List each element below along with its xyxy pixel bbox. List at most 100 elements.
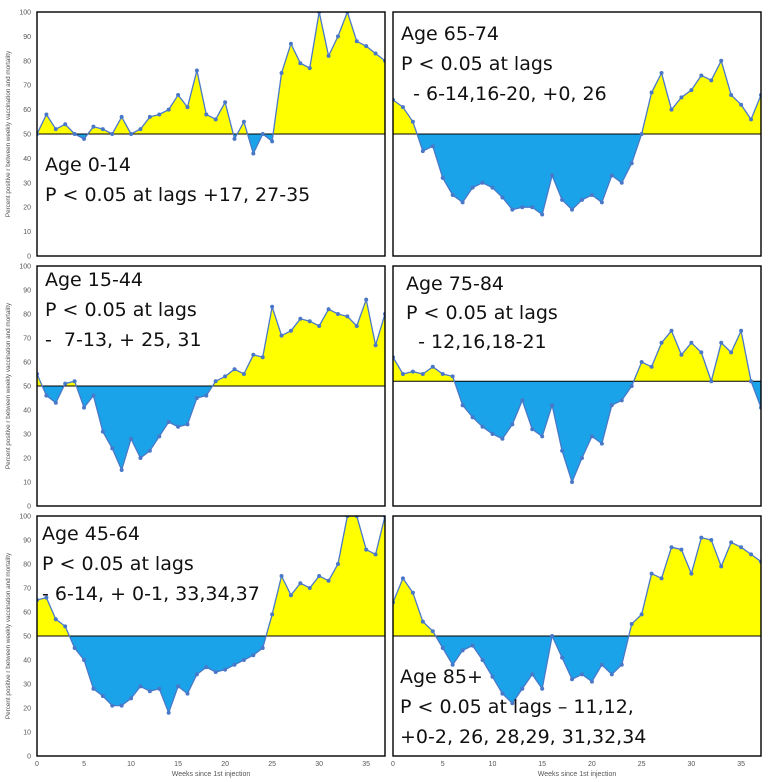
data-point xyxy=(540,212,545,217)
y-tick-label: 40 xyxy=(23,408,31,415)
data-point xyxy=(364,297,369,302)
data-point xyxy=(430,144,435,149)
data-point xyxy=(560,197,565,202)
data-point xyxy=(138,127,143,132)
data-point xyxy=(420,372,425,376)
data-point xyxy=(579,197,584,202)
y-tick-label: 30 xyxy=(23,682,31,689)
x-tick-label: 25 xyxy=(638,761,646,768)
data-point xyxy=(298,61,303,66)
data-point xyxy=(540,686,545,691)
data-point xyxy=(500,436,505,441)
data-point xyxy=(373,51,378,56)
data-point xyxy=(560,655,565,660)
x-tick-label: 10 xyxy=(489,761,497,768)
data-point xyxy=(82,136,87,141)
panel-age-15-44: 0 10 20 30 40 50 60 70 80 90 100 Percent positive r… xyxy=(5,264,386,511)
y-tick-label: 40 xyxy=(23,156,31,163)
data-point xyxy=(176,92,181,97)
data-point xyxy=(213,117,218,122)
data-point xyxy=(649,571,654,576)
data-point xyxy=(659,576,664,581)
data-point xyxy=(719,340,724,345)
positive-area xyxy=(37,299,385,386)
x-tick-label: 10 xyxy=(127,761,135,768)
data-point xyxy=(373,343,378,348)
positive-area xyxy=(393,537,761,636)
data-point xyxy=(335,562,340,566)
data-point xyxy=(659,340,664,345)
data-point xyxy=(540,434,545,439)
annotation: Age 15-44 P < 0.05 at lags - 7-13, + 25, 3… xyxy=(45,269,202,351)
data-point xyxy=(599,200,604,205)
data-point xyxy=(270,304,275,309)
x-tick-label: 0 xyxy=(391,761,395,768)
data-point xyxy=(307,586,312,590)
data-point xyxy=(53,400,58,405)
y-tick-label: 10 xyxy=(23,229,31,236)
data-point xyxy=(450,193,455,197)
data-point xyxy=(609,403,614,408)
data-point xyxy=(326,53,331,58)
data-point xyxy=(510,207,515,212)
data-point xyxy=(699,350,704,355)
data-point xyxy=(288,41,293,46)
data-point xyxy=(619,398,624,403)
data-point xyxy=(129,696,134,701)
data-point xyxy=(166,710,171,715)
annotation-text: - 7-13, + 25, 31 xyxy=(45,329,202,351)
data-point xyxy=(91,686,96,691)
data-point xyxy=(326,307,331,312)
y-axis-label: Percent positive r between weekly vaccin… xyxy=(5,552,12,719)
data-point xyxy=(570,677,575,682)
data-point xyxy=(400,576,405,581)
annotation-age-group: Age 15-44 xyxy=(45,269,143,291)
data-point xyxy=(185,105,190,110)
data-point xyxy=(223,100,228,105)
data-point xyxy=(749,552,754,557)
negative-area xyxy=(37,636,385,713)
panel-frame xyxy=(36,515,386,757)
y-tick-label: 20 xyxy=(23,456,31,463)
data-point xyxy=(480,180,485,185)
data-point xyxy=(260,646,265,650)
y-tick-label: 100 xyxy=(19,10,31,17)
annotation-text: - 6-14,16-20, +0, 26 xyxy=(401,83,607,105)
data-point xyxy=(609,672,614,677)
data-point xyxy=(649,90,654,95)
annotation-text: - 12,16,18-21 xyxy=(406,331,547,353)
annotation-text: +0-2, 26, 28,29, 31,32,34 xyxy=(400,726,646,748)
x-tick-label: 35 xyxy=(737,761,745,768)
data-point xyxy=(204,665,209,670)
y-tick-label: 0 xyxy=(27,504,31,511)
negative-area xyxy=(393,636,761,704)
data-point xyxy=(410,119,415,124)
data-point xyxy=(440,175,445,180)
data-point xyxy=(749,117,754,122)
data-point xyxy=(335,34,340,39)
panel-age-65-74: Age 65-74 P < 0.05 at lags - 6-14,16-20, … xyxy=(392,11,762,257)
data-point xyxy=(185,691,190,696)
data-point xyxy=(129,132,134,136)
data-point xyxy=(241,119,246,124)
data-point xyxy=(669,545,674,550)
y-tick-label: 0 xyxy=(27,254,31,261)
x-tick-label: 20 xyxy=(221,761,229,768)
data-point xyxy=(460,648,465,653)
panel-age-75-84: Age 75-84 P < 0.05 at lags - 12,16,18-21 xyxy=(392,265,762,507)
x-tick-label: 30 xyxy=(687,761,695,768)
data-point xyxy=(689,88,694,93)
x-tick-label: 25 xyxy=(268,761,276,768)
panel-frame xyxy=(36,265,386,507)
data-point xyxy=(194,396,199,400)
x-tick-label: 0 xyxy=(35,761,39,768)
data-point xyxy=(520,686,525,691)
data-point xyxy=(53,127,58,132)
data-point xyxy=(460,200,465,205)
data-point xyxy=(138,456,143,460)
y-tick-label: 10 xyxy=(23,730,31,737)
data-point xyxy=(430,364,435,369)
data-point xyxy=(719,58,724,63)
data-point xyxy=(251,653,256,658)
annotation-text: P < 0.05 at lags xyxy=(401,53,553,75)
